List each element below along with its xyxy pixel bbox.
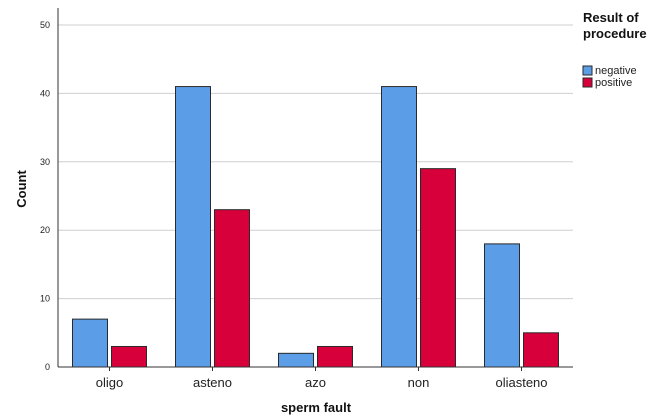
y-tick-labels: 0 10 20 30 40 50 bbox=[40, 20, 50, 372]
y-axis-title: Count bbox=[14, 170, 29, 208]
bar-positive-azo bbox=[317, 345, 353, 368]
y-tick-label: 40 bbox=[40, 88, 50, 98]
y-tick-label: 0 bbox=[45, 362, 50, 372]
bar-negative-azo bbox=[278, 352, 314, 368]
y-tick-label: 10 bbox=[40, 294, 50, 304]
x-tick-label: oliasteno bbox=[495, 375, 547, 390]
y-tick-label: 30 bbox=[40, 157, 50, 167]
bars bbox=[72, 86, 559, 368]
x-tick-label: asteno bbox=[193, 375, 232, 390]
bar-positive-asteno bbox=[214, 209, 250, 368]
bar-positive-non bbox=[420, 168, 456, 368]
x-tick-label: oligo bbox=[96, 375, 123, 390]
bar-positive-oliasteno bbox=[523, 332, 559, 368]
x-axis-title: sperm fault bbox=[281, 400, 352, 415]
bar-negative-non bbox=[381, 86, 417, 368]
legend-label-positive: positive bbox=[595, 77, 632, 89]
y-tick-label: 20 bbox=[40, 225, 50, 235]
x-tick-label: azo bbox=[305, 375, 326, 390]
bar-negative-asteno bbox=[175, 86, 211, 368]
bar-negative-oligo bbox=[72, 318, 108, 368]
legend-title-line-2: procedure bbox=[583, 26, 647, 41]
legend-swatch-negative bbox=[582, 65, 593, 76]
bar-positive-oligo bbox=[111, 345, 147, 368]
legend-swatch-positive bbox=[582, 77, 593, 88]
legend-label-negative: negative bbox=[595, 65, 637, 77]
legend-title-line-1: Result of bbox=[583, 10, 639, 25]
y-tick-label: 50 bbox=[40, 20, 50, 30]
x-tick-label: non bbox=[408, 375, 430, 390]
bar-negative-oliasteno bbox=[484, 243, 520, 368]
x-tick-labels: oligo asteno azo non oliasteno bbox=[96, 367, 548, 390]
